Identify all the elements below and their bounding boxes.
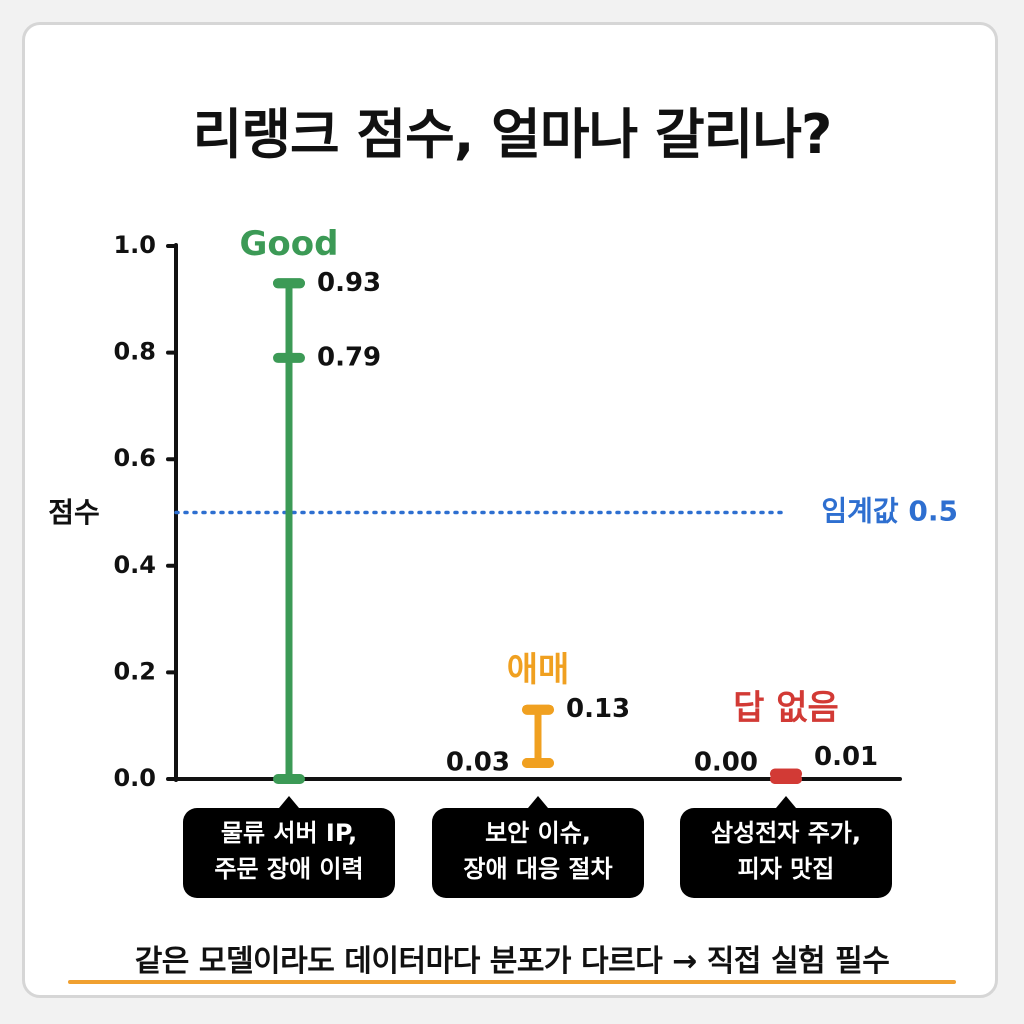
value-label: 0.03	[446, 748, 510, 778]
query-text: 장애 대응 절차	[463, 855, 612, 883]
query-text: 보안 이슈,	[485, 819, 591, 847]
y-axis-label: 점수	[48, 496, 100, 529]
footer-caption: 같은 모델이라도 데이터마다 분포가 다르다 → 직접 실험 필수	[134, 944, 890, 979]
chart-title: 리랭크 점수, 얼마나 갈리나?	[192, 103, 833, 166]
category-label: 답 없음	[733, 688, 839, 728]
callout-pointer	[279, 796, 299, 808]
y-tick-label: 0.2	[113, 657, 156, 685]
query-text: 주문 장애 이력	[214, 855, 363, 883]
y-tick-label: 0.8	[113, 338, 156, 366]
y-tick-label: 0.4	[113, 551, 156, 579]
threshold-label: 임계값 0.5	[821, 495, 958, 528]
query-text: 피자 맛집	[738, 855, 835, 883]
y-tick-label: 0.6	[113, 444, 156, 472]
category-label: 애매	[507, 650, 570, 690]
query-callout-box	[183, 808, 395, 898]
category-label: Good	[240, 224, 339, 264]
value-label: 0.00	[694, 748, 758, 778]
callout-pointer	[528, 796, 548, 808]
query-text: 삼성전자 주가,	[711, 819, 861, 847]
value-label: 0.79	[317, 342, 381, 372]
y-tick-label: 1.0	[113, 231, 156, 259]
query-callout-box	[680, 808, 892, 898]
value-label: 0.01	[814, 742, 878, 772]
value-label: 0.13	[566, 694, 630, 724]
query-callout-box	[432, 808, 644, 898]
footer-underline	[68, 980, 956, 984]
callout-pointer	[776, 796, 796, 808]
query-text: 물류 서버 IP,	[221, 819, 357, 847]
y-tick-label: 0.0	[113, 764, 156, 792]
value-label: 0.93	[317, 268, 381, 298]
